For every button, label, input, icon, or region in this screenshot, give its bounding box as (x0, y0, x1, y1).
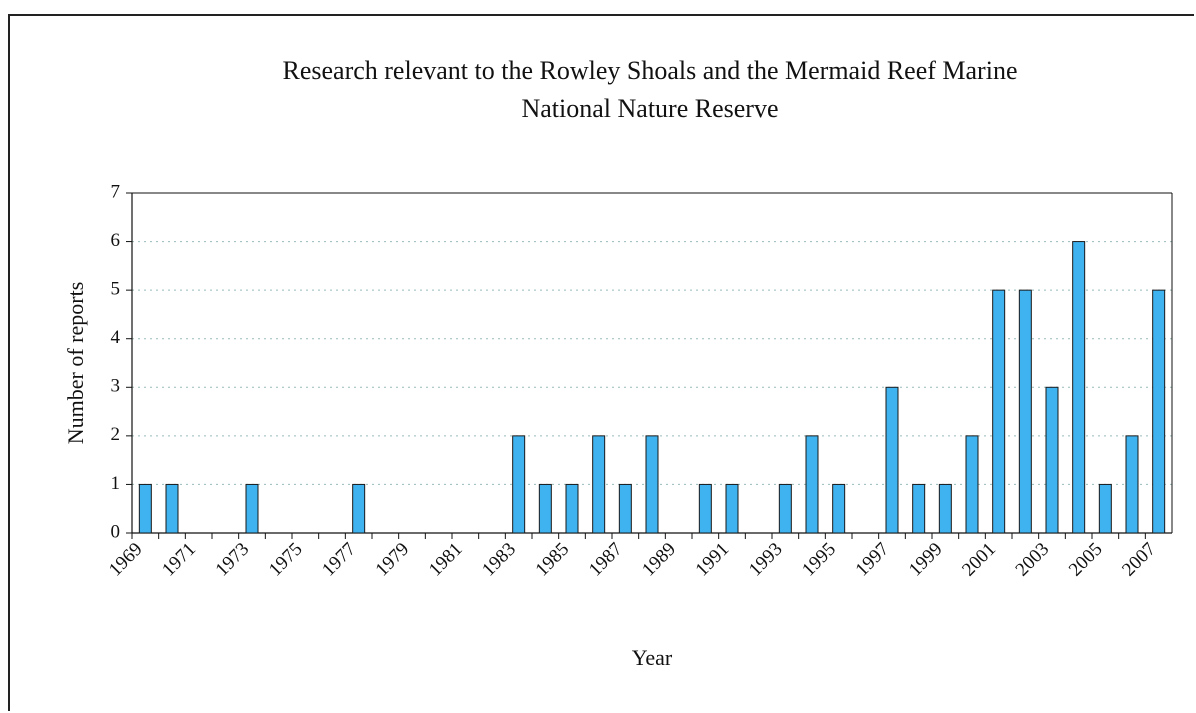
bar (805, 435, 819, 534)
bar (992, 289, 1006, 534)
x-tick-label: 2001 (958, 539, 1000, 581)
bar (698, 483, 712, 534)
chart-title: Research relevant to the Rowley Shoals a… (282, 56, 1018, 123)
x-tick-label: 2003 (1012, 539, 1054, 581)
frame (8, 14, 1194, 711)
x-tick-label: 1989 (638, 539, 680, 581)
y-tick-label: 4 (111, 327, 121, 348)
x-tick-label: 1997 (852, 539, 894, 581)
x-tick-label: 1985 (532, 539, 574, 581)
x-tick-label: 1969 (105, 539, 147, 581)
bar (592, 435, 606, 534)
y-tick-label: 7 (111, 181, 121, 202)
bar (832, 483, 846, 534)
x-tick-label: 2005 (1065, 539, 1107, 581)
x-tick-label: 1999 (905, 539, 947, 581)
bar (352, 483, 366, 534)
bar (912, 483, 926, 534)
x-tick-label: 1975 (265, 539, 307, 581)
y-tick-label: 6 (111, 230, 121, 251)
y-tick-label: 3 (111, 376, 121, 397)
x-tick-label: 1971 (158, 539, 200, 581)
bar (1098, 483, 1112, 534)
x-tick-label: 1991 (692, 539, 734, 581)
y-axis-label: Number of reports (63, 282, 88, 445)
x-tick-label: 1987 (585, 539, 627, 581)
y-tick-label: 2 (111, 424, 121, 445)
bar (885, 386, 899, 534)
bar (1018, 289, 1032, 534)
x-tick-label: 1995 (798, 539, 840, 581)
y-tick-label: 1 (111, 473, 121, 494)
x-tick-label: 1979 (372, 539, 414, 581)
x-tick-label: 1981 (425, 539, 467, 581)
bar (1152, 289, 1166, 534)
bar (1072, 241, 1086, 534)
bar (138, 483, 152, 534)
bar (618, 483, 632, 534)
x-axis-label: Year (632, 645, 673, 670)
bar (938, 483, 952, 534)
x-tick-label: 1973 (212, 539, 254, 581)
x-tick-label: 1993 (745, 539, 787, 581)
x-tick-label: 1983 (478, 539, 520, 581)
y-tick-label: 0 (111, 521, 121, 542)
bar (725, 483, 739, 534)
y-tick-label: 5 (111, 279, 121, 300)
x-tick-label: 2007 (1118, 539, 1160, 581)
bar (1045, 386, 1059, 534)
bar (778, 483, 792, 534)
bar (1125, 435, 1139, 534)
bar (165, 483, 179, 534)
bar (965, 435, 979, 534)
bar (565, 483, 579, 534)
bar (245, 483, 259, 534)
bar (645, 435, 659, 534)
bar (512, 435, 526, 534)
bar (538, 483, 552, 534)
x-tick-label: 1977 (318, 539, 360, 581)
